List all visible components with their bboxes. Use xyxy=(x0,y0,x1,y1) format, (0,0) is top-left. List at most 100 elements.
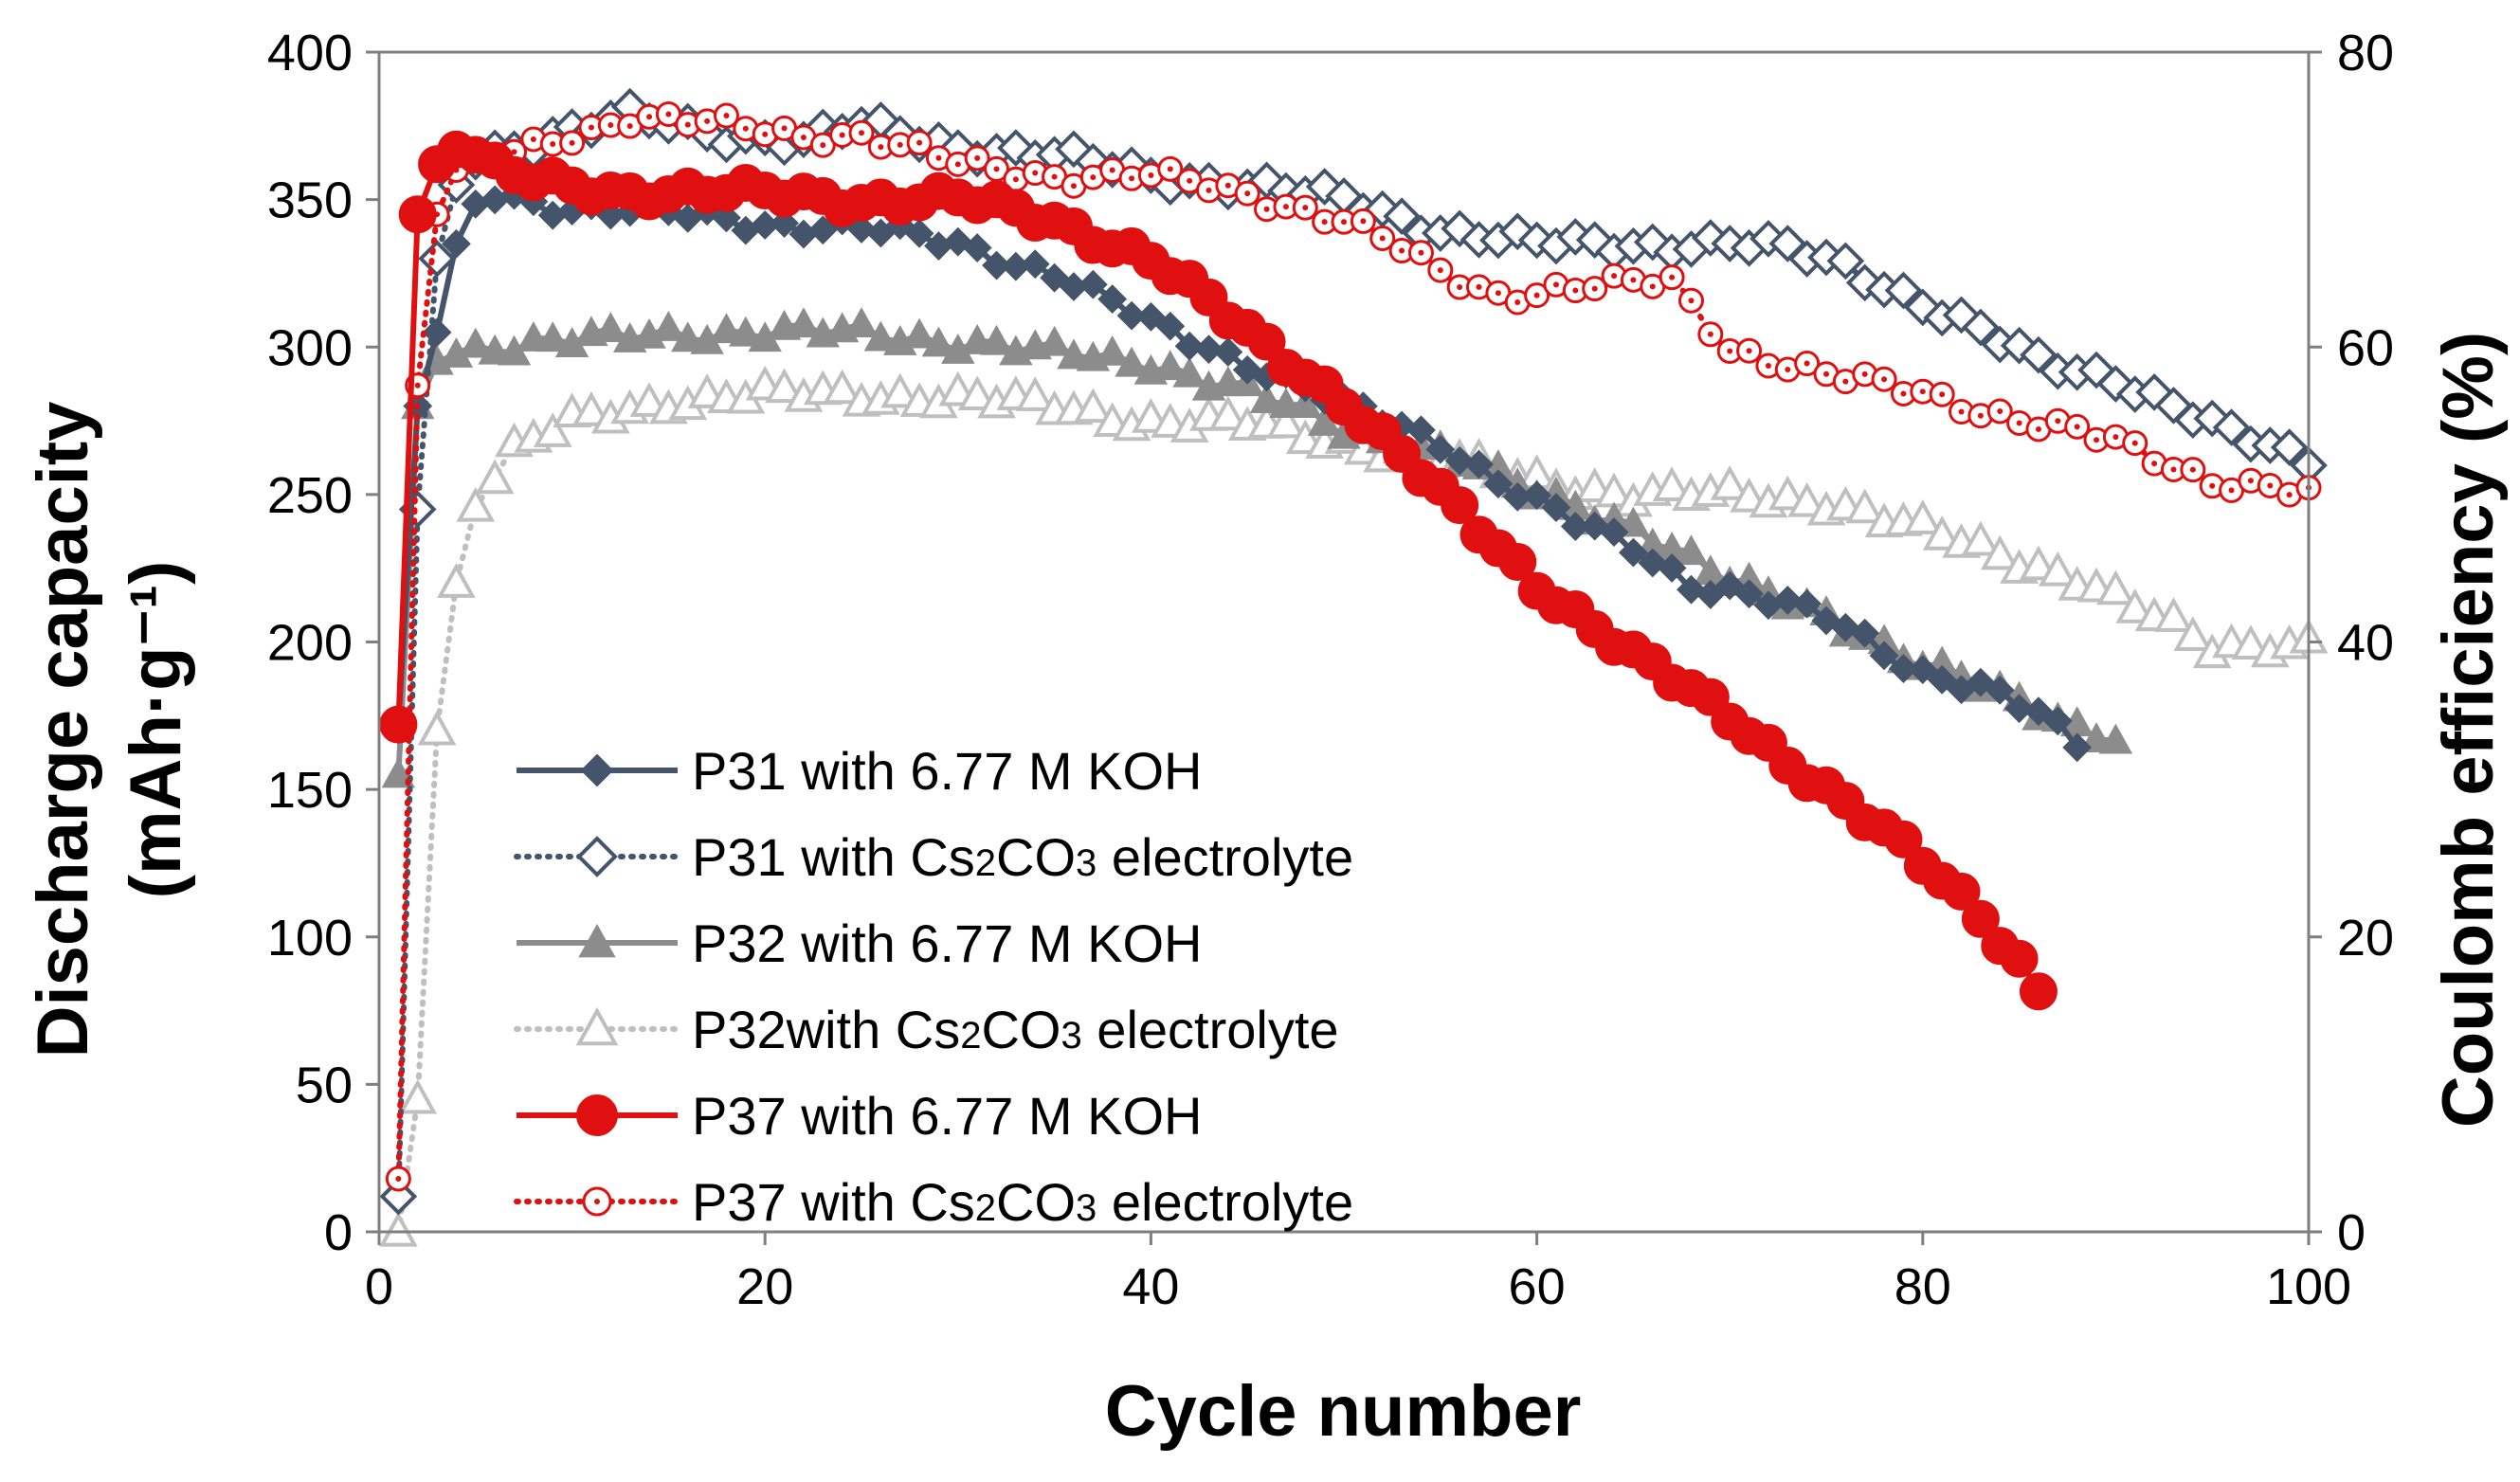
y2-tick-label: 40 xyxy=(2337,615,2394,672)
data-point-p31_koh xyxy=(1927,664,1957,695)
data-point-p32_cs xyxy=(1208,395,1248,431)
data-point-p31_koh xyxy=(1174,331,1205,361)
legend-label-part: 3 xyxy=(1076,842,1097,884)
data-point-p32_koh xyxy=(1037,325,1072,356)
data-point-p37_cs-dot xyxy=(781,125,788,132)
y-axis-title-line1: Discharge capacity xyxy=(23,402,103,1058)
data-point-p31_cs xyxy=(1383,197,1421,236)
legend-marker-p37_koh xyxy=(576,1094,618,1136)
data-point-p37_cs-dot xyxy=(1533,292,1540,298)
data-point-p37_cs-dot xyxy=(1785,367,1791,373)
data-point-p32_koh xyxy=(844,307,879,337)
data-point-p32_cs xyxy=(880,372,920,408)
data-point-p37_cs-dot xyxy=(935,154,942,161)
data-point-p32_cs xyxy=(398,1078,438,1114)
y-tick-label: 300 xyxy=(267,319,353,376)
data-point-p37_cs-dot xyxy=(2267,482,2274,489)
legend-item-p32_cs: P32with Cs2CO3 electrolyte xyxy=(514,1000,1339,1059)
data-point-p37_cs-dot xyxy=(916,139,923,146)
data-point-p37_cs-dot xyxy=(1746,348,1752,354)
data-point-p31_koh xyxy=(1425,434,1456,464)
data-point-p31_cs xyxy=(1826,242,1865,280)
legend-label-part: CO xyxy=(981,1000,1061,1059)
data-point-p31_koh xyxy=(1444,445,1475,476)
data-point-p37_cs-dot xyxy=(2035,425,2041,432)
data-point-p37_cs-dot xyxy=(762,131,769,137)
data-point-p37_cs-dot xyxy=(2170,466,2177,473)
y-tick-label: 400 xyxy=(267,25,353,81)
legend-marker-p32_koh xyxy=(578,923,616,958)
data-point-p31_koh xyxy=(1657,553,1687,583)
data-point-p31_koh xyxy=(422,317,452,348)
data-point-p37_cs-dot xyxy=(2247,478,2254,484)
data-point-p31_cs xyxy=(2270,428,2309,466)
data-point-p37_koh xyxy=(1961,899,2000,938)
data-point-p37_cs-dot xyxy=(2286,492,2293,498)
data-point-p37_cs-dot xyxy=(1514,299,1521,306)
legend-label-part: 2 xyxy=(975,1187,996,1229)
data-point-p32_cs xyxy=(957,375,997,411)
data-point-p37_cs-dot xyxy=(1032,170,1039,176)
data-point-p31_koh xyxy=(943,226,973,257)
data-point-p31_cs xyxy=(1962,308,2000,347)
data-point-p32_koh xyxy=(1288,388,1322,418)
legend-label-part: P31 with Cs xyxy=(692,827,975,887)
data-point-p32_koh xyxy=(1115,346,1149,377)
data-point-p32_cs xyxy=(1710,465,1749,500)
legend-label-p31_cs: P31 with Cs2CO3 electrolyte xyxy=(692,827,1353,887)
data-point-p37_cs-dot xyxy=(395,1175,402,1182)
data-point-p37_cs-dot xyxy=(2151,461,2158,467)
legend-marker-p31_cs xyxy=(576,836,618,877)
data-point-p32_cs xyxy=(2173,616,2213,652)
data-point-p37_cs-dot xyxy=(1707,331,1713,337)
data-point-p32_cs xyxy=(2019,545,2058,581)
data-point-p31_koh xyxy=(1406,415,1436,445)
data-point-p31_koh xyxy=(442,228,471,259)
y2-tick-label: 20 xyxy=(2337,910,2394,967)
data-point-p31_cs xyxy=(1884,271,1923,310)
y2-tick-label: 80 xyxy=(2337,25,2394,81)
x-tick-label: 60 xyxy=(1509,1258,1566,1315)
data-point-p37_cs-dot xyxy=(2228,487,2235,494)
data-point-p37_cs-dot xyxy=(1418,249,1424,256)
legend-label-part: 3 xyxy=(1061,1015,1081,1057)
legend-label-part: CO xyxy=(996,1172,1076,1232)
data-point-p37_cs-dot xyxy=(569,139,575,146)
data-point-p37_cs-dot xyxy=(1437,267,1443,274)
data-point-p37_cs-dot xyxy=(1919,389,1926,395)
legend-label-part: 3 xyxy=(1076,1187,1097,1229)
data-point-p32_cs xyxy=(1073,388,1113,424)
data-point-p32_cs xyxy=(765,368,804,404)
y-tick-label: 150 xyxy=(267,762,353,819)
data-point-p31_koh xyxy=(1020,249,1050,280)
legend-label-part: electrolyte xyxy=(1097,1172,1353,1232)
data-point-p32_koh xyxy=(863,320,898,352)
legend-item-p31_koh: P31 with 6.77 M KOH xyxy=(517,741,1202,801)
data-point-p37_cs-dot xyxy=(1379,235,1386,242)
data-point-p37_cs-dot xyxy=(974,154,981,161)
data-point-p31_koh xyxy=(712,203,741,233)
data-point-p37_cs-dot xyxy=(878,144,884,151)
data-point-p37_cs-dot xyxy=(1109,167,1115,173)
y-axis-title-line2: (mAh·g⁻¹) xyxy=(116,561,196,899)
data-point-p37_cs-dot xyxy=(1804,360,1810,367)
data-point-p31_koh xyxy=(2062,732,2093,763)
data-point-p32_cs xyxy=(823,369,862,405)
x-axis-title: Cycle number xyxy=(1105,1371,1582,1452)
data-point-p37_cs-dot xyxy=(1552,281,1559,288)
axes-layer: 0 20 40 60 80 1000501001502002503003504000204… xyxy=(267,25,2394,1315)
data-point-p32_koh xyxy=(671,321,705,352)
data-point-p31_koh xyxy=(1464,449,1494,479)
data-point-p37_cs-dot xyxy=(588,124,594,131)
data-point-p37_cs-dot xyxy=(1360,218,1367,225)
data-point-p37_cs-dot xyxy=(2131,440,2138,446)
data-point-p37_cs-dot xyxy=(742,125,749,132)
data-point-p37_cs-dot xyxy=(1495,290,1501,297)
data-point-p31_cs xyxy=(418,240,456,278)
legend-item-p32_koh: P32 with 6.77 M KOH xyxy=(517,913,1202,973)
x-tick-label: 0 xyxy=(365,1258,393,1315)
data-point-p32_cs xyxy=(1015,376,1055,411)
data-point-p32_cs xyxy=(475,459,515,495)
